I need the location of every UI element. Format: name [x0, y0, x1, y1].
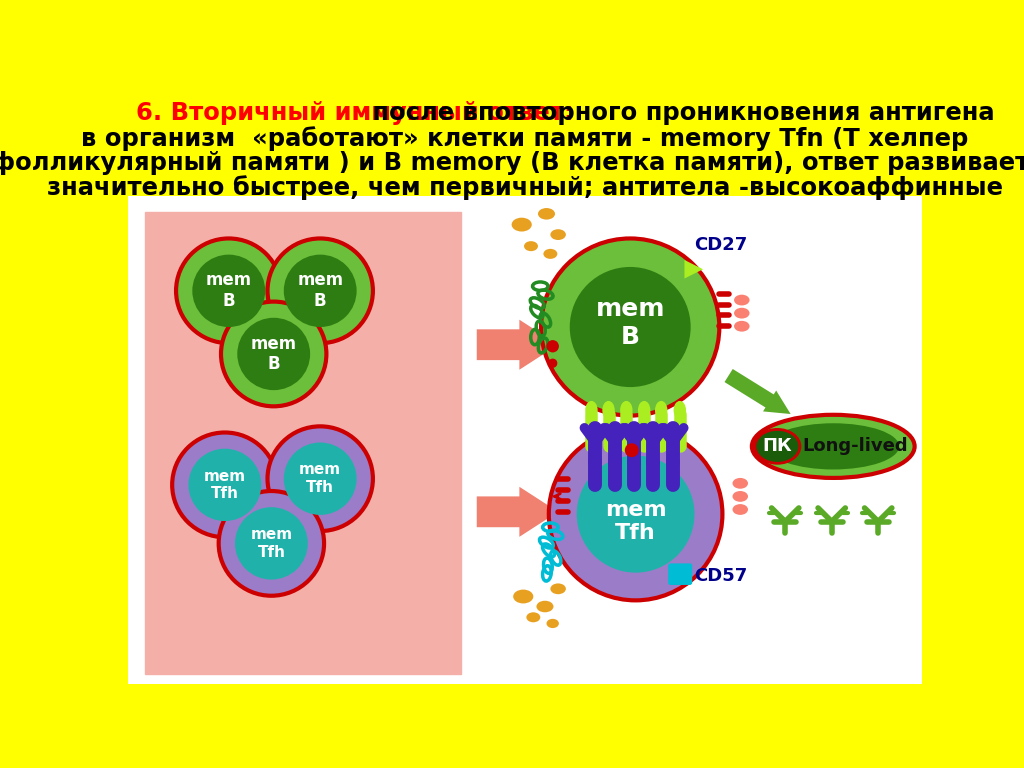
- Text: mem
B: mem B: [595, 297, 665, 349]
- Text: mem
B: mem B: [251, 335, 297, 373]
- Circle shape: [549, 428, 722, 601]
- Text: фолликулярный памяти ) и В memory (В клетка памяти), ответ развивается: фолликулярный памяти ) и В memory (В кле…: [0, 151, 1024, 174]
- Ellipse shape: [732, 491, 748, 502]
- Bar: [145, 211, 461, 674]
- Circle shape: [547, 340, 559, 353]
- Ellipse shape: [752, 415, 914, 478]
- Circle shape: [188, 449, 261, 521]
- Circle shape: [284, 255, 356, 327]
- Ellipse shape: [513, 590, 534, 604]
- Ellipse shape: [526, 612, 541, 622]
- Ellipse shape: [621, 401, 633, 419]
- Ellipse shape: [547, 619, 559, 628]
- Circle shape: [267, 426, 373, 531]
- Polygon shape: [684, 260, 703, 279]
- Circle shape: [541, 238, 719, 415]
- Text: mem
Tfh: mem Tfh: [605, 500, 667, 544]
- Ellipse shape: [537, 601, 554, 612]
- Circle shape: [284, 442, 356, 515]
- Circle shape: [548, 359, 557, 368]
- Ellipse shape: [550, 584, 566, 594]
- Text: в организм  «работают» клетки памяти - memory Tfn (Т хелпер: в организм «работают» клетки памяти - me…: [81, 126, 969, 151]
- Circle shape: [577, 455, 694, 573]
- Ellipse shape: [550, 229, 566, 240]
- Ellipse shape: [734, 308, 750, 319]
- Circle shape: [193, 255, 265, 327]
- Ellipse shape: [732, 478, 748, 488]
- Ellipse shape: [655, 401, 668, 419]
- Text: 6. Вторичный иммунный ответ:: 6. Вторичный иммунный ответ:: [136, 101, 573, 125]
- FancyArrow shape: [477, 487, 558, 537]
- Text: mem
B: mem B: [206, 271, 252, 310]
- Circle shape: [625, 443, 639, 457]
- Ellipse shape: [524, 241, 538, 251]
- Circle shape: [172, 432, 278, 538]
- Text: mem
Tfh: mem Tfh: [250, 527, 293, 560]
- Text: ПК: ПК: [763, 437, 793, 455]
- Text: CD27: CD27: [693, 236, 746, 253]
- FancyArrow shape: [477, 319, 558, 369]
- Text: значительно быстрее, чем первичный; антитела -высокоаффинные: значительно быстрее, чем первичный; анти…: [47, 175, 1002, 200]
- Ellipse shape: [512, 217, 531, 231]
- Text: Long-lived: Long-lived: [802, 437, 907, 455]
- Ellipse shape: [734, 321, 750, 332]
- Circle shape: [569, 267, 690, 387]
- Circle shape: [221, 302, 327, 406]
- Circle shape: [238, 318, 310, 390]
- Ellipse shape: [602, 401, 614, 419]
- Ellipse shape: [734, 295, 750, 306]
- Text: mem
Tfh: mem Tfh: [299, 462, 341, 495]
- Circle shape: [219, 491, 324, 596]
- Ellipse shape: [767, 423, 899, 469]
- Text: CD57: CD57: [693, 567, 746, 584]
- Ellipse shape: [755, 429, 800, 463]
- Circle shape: [234, 507, 308, 580]
- Ellipse shape: [638, 401, 650, 419]
- Bar: [128, 196, 922, 684]
- Ellipse shape: [544, 249, 557, 259]
- Text: после вповторного проникновения антигена: после вповторного проникновения антигена: [365, 101, 995, 125]
- FancyBboxPatch shape: [669, 564, 692, 585]
- FancyArrow shape: [725, 369, 791, 414]
- Circle shape: [267, 238, 373, 343]
- Ellipse shape: [538, 208, 555, 220]
- Circle shape: [176, 238, 282, 343]
- Text: mem
B: mem B: [297, 271, 343, 310]
- Ellipse shape: [674, 401, 686, 419]
- Ellipse shape: [586, 401, 598, 419]
- Ellipse shape: [732, 504, 748, 515]
- Text: mem
Tfh: mem Tfh: [204, 468, 246, 501]
